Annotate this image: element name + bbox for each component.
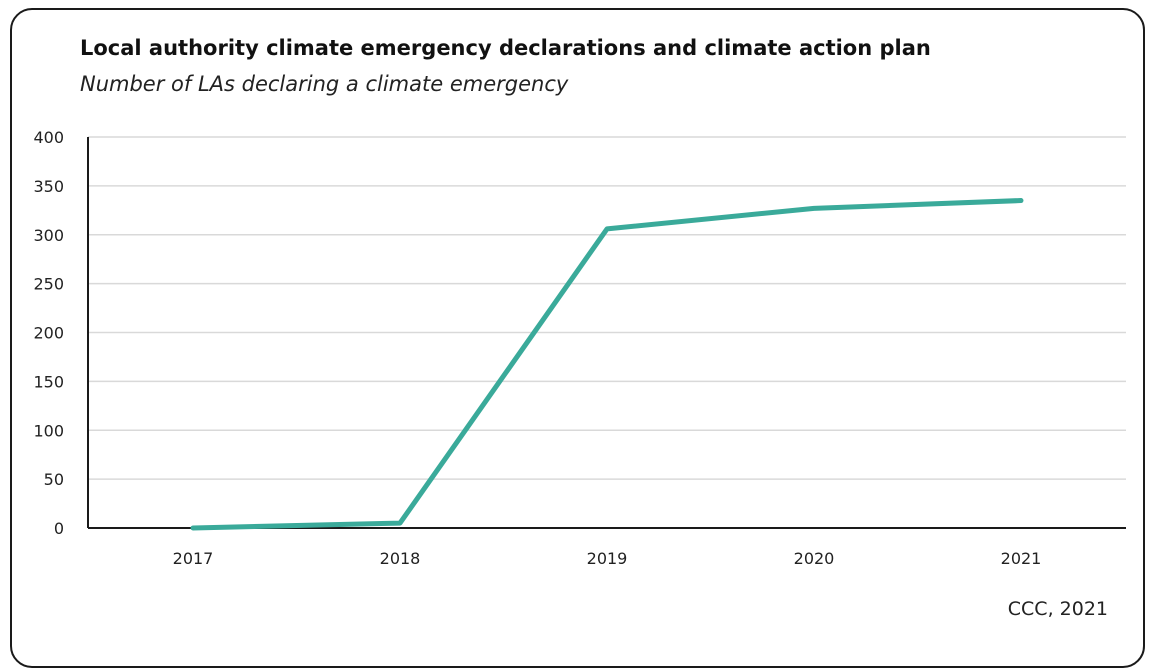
x-tick-label: 2017: [173, 549, 214, 568]
y-tick-label: 150: [33, 372, 64, 391]
y-tick-label: 250: [33, 275, 64, 294]
y-tick-label: 100: [33, 421, 64, 440]
y-tick-labels: 0 50 100 150 200 250 300 350 400: [33, 128, 64, 538]
y-tick-label: 400: [33, 128, 64, 147]
line-chart: 0 50 100 150 200 250 300 350 400 2017 2018 2019 202…: [0, 0, 1156, 643]
x-tick-label: 2020: [794, 549, 835, 568]
grid-lines: [88, 137, 1126, 479]
y-tick-label: 0: [54, 519, 64, 538]
x-tick-label: 2018: [380, 549, 421, 568]
y-tick-label: 50: [44, 470, 64, 489]
x-tick-label: 2019: [587, 549, 628, 568]
x-tick-label: 2021: [1001, 549, 1042, 568]
x-tick-labels: 2017 2018 2019 2020 2021: [173, 549, 1042, 568]
source-note: CCC, 2021: [1008, 598, 1108, 620]
y-tick-label: 200: [33, 324, 64, 343]
y-tick-label: 350: [33, 177, 64, 196]
y-tick-label: 300: [33, 226, 64, 245]
